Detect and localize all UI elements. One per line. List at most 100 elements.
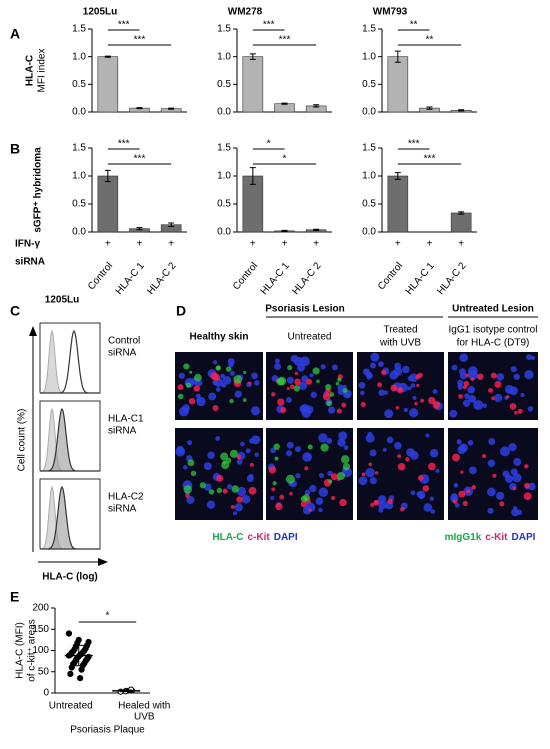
nucleus xyxy=(511,508,519,517)
hla-signal xyxy=(272,481,277,486)
nucleus xyxy=(468,466,477,475)
nucleus xyxy=(526,354,532,361)
hla-signal xyxy=(229,449,238,458)
column-header: Untreated xyxy=(288,332,332,343)
y-tick-label: 50 xyxy=(38,666,50,677)
ckit-signal xyxy=(300,501,307,508)
nucleus xyxy=(487,507,494,514)
ckit-signal xyxy=(414,401,418,406)
nucleus xyxy=(299,405,307,413)
nucleus xyxy=(402,365,410,374)
treatment-mark: + xyxy=(395,239,401,250)
hla-signal xyxy=(222,460,227,465)
nucleus xyxy=(250,406,261,416)
y-axis-label: sGFP⁺ hybridoma xyxy=(33,147,44,233)
nucleus xyxy=(294,446,301,453)
sample-histogram xyxy=(40,407,100,472)
column-header: Treated xyxy=(383,325,417,336)
nucleus xyxy=(403,407,408,413)
nucleus xyxy=(527,482,536,491)
treatment-mark: + xyxy=(250,239,256,250)
hla-signal xyxy=(337,377,342,382)
nucleus xyxy=(215,387,221,392)
y-tick-label: 1.0 xyxy=(362,171,376,182)
nucleus xyxy=(382,447,387,452)
treatment-mark: + xyxy=(458,239,464,250)
nucleus xyxy=(459,372,467,380)
error-bar xyxy=(458,211,465,215)
nucleus xyxy=(327,470,333,477)
row-label: IFN-γ xyxy=(15,239,40,250)
nucleus xyxy=(425,433,430,438)
ckit-signal xyxy=(452,499,458,504)
ckit-signal xyxy=(463,380,470,387)
ckit-signal xyxy=(460,470,464,474)
error-bar xyxy=(313,104,320,108)
y-tick-label: 200 xyxy=(32,603,49,614)
y-tick-label: 0 xyxy=(43,688,49,699)
axis-label: HLA-C (log) xyxy=(42,572,98,583)
nucleus xyxy=(337,388,345,395)
nucleus xyxy=(365,468,375,478)
ckit-signal xyxy=(213,374,221,381)
nucleus xyxy=(407,386,412,391)
y-tick-label: 100 xyxy=(32,645,49,656)
sample-histogram xyxy=(40,329,100,394)
nucleus xyxy=(338,431,348,441)
ckit-signal xyxy=(462,500,468,506)
nucleus xyxy=(318,433,328,443)
bar xyxy=(450,212,472,233)
sample-label: Control xyxy=(108,336,140,347)
nucleus xyxy=(212,360,218,365)
nucleus xyxy=(458,383,463,388)
x-tick-label: UVB xyxy=(134,712,155,723)
nucleus xyxy=(365,433,375,443)
ckit-signal xyxy=(390,384,398,392)
hla-signal xyxy=(316,379,320,384)
ckit-signal xyxy=(236,454,242,460)
ckit-signal xyxy=(470,377,475,382)
ckit-signal xyxy=(417,475,424,481)
y-tick-label: 1.0 xyxy=(72,51,86,62)
nucleus xyxy=(368,373,373,379)
nucleus xyxy=(203,462,212,471)
y-tick-label: 0.0 xyxy=(362,107,376,118)
nucleus xyxy=(236,458,243,465)
y-tick-label: 0.5 xyxy=(362,199,376,210)
ckit-signal xyxy=(248,486,257,495)
nucleus xyxy=(358,476,368,486)
ckit-signal xyxy=(268,466,277,474)
ckit-signal xyxy=(417,372,423,378)
hla-signal xyxy=(177,393,184,400)
y-tick-label: 1.0 xyxy=(217,171,231,182)
hla-signal xyxy=(285,474,295,484)
ckit-signal xyxy=(405,457,410,462)
hla-signal xyxy=(220,452,229,461)
nucleus xyxy=(453,483,459,488)
hla-signal xyxy=(312,367,320,375)
error-bar xyxy=(104,169,111,183)
y-tick-label: 1.0 xyxy=(362,51,376,62)
ckit-signal xyxy=(395,405,400,410)
y-tick-label: 0.5 xyxy=(362,79,376,90)
ckit-signal xyxy=(341,402,347,408)
treatment-mark: + xyxy=(168,239,174,250)
nucleus xyxy=(435,468,440,473)
legend: mIgG1k c-Kit DAPI xyxy=(445,532,536,543)
hla-signal xyxy=(274,456,279,461)
nucleus xyxy=(306,453,311,459)
treatment-mark: + xyxy=(313,239,319,250)
nucleus xyxy=(342,384,347,389)
ckit-signal xyxy=(373,500,380,506)
error-bar xyxy=(249,53,256,60)
nucleus xyxy=(234,503,243,512)
ckit-signal xyxy=(488,387,493,393)
column-header: with UVB xyxy=(379,338,421,349)
significance-label: *** xyxy=(408,139,420,150)
nucleus xyxy=(270,495,275,500)
nucleus xyxy=(222,376,232,385)
ckit-signal xyxy=(471,485,477,490)
nucleus xyxy=(286,441,294,449)
ckit-signal xyxy=(279,494,285,500)
error-bar xyxy=(168,107,175,110)
